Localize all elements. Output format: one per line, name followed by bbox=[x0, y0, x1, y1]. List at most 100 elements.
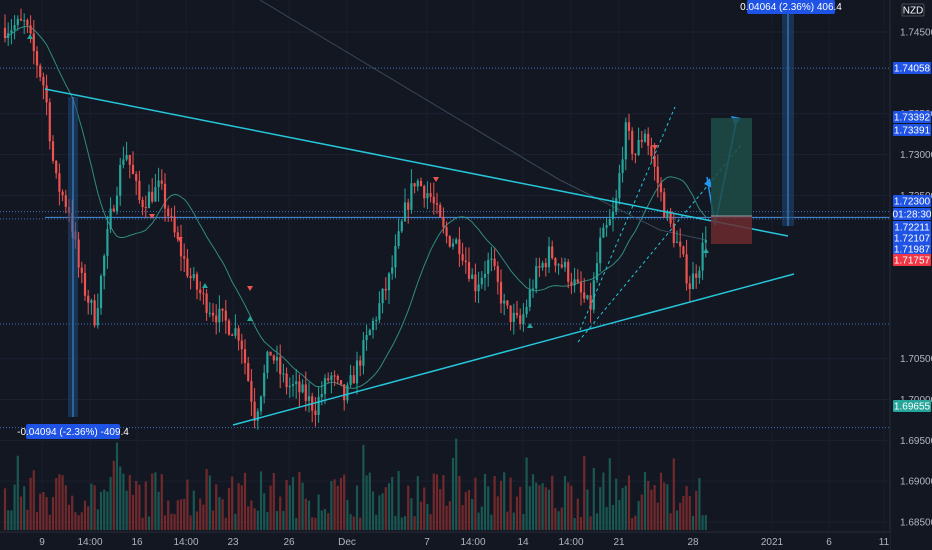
time-axis[interactable]: 9 14:00 16 14:00 23 26 Dec 7 14:00 14 14:00 21 28 202… bbox=[39, 537, 889, 548]
candle-body bbox=[269, 351, 272, 356]
volume-bar bbox=[323, 509, 327, 530]
candle-body bbox=[3, 27, 7, 39]
price-badge-box bbox=[893, 111, 931, 123]
candle-body bbox=[346, 384, 349, 401]
candle-body bbox=[282, 373, 285, 375]
volume-bar bbox=[515, 496, 519, 530]
volume-bar bbox=[346, 500, 349, 530]
volume-bar bbox=[451, 457, 455, 530]
volume-bar bbox=[474, 477, 477, 530]
candle-body bbox=[544, 263, 547, 268]
volume-bar bbox=[67, 504, 71, 530]
volume-bar bbox=[435, 474, 439, 530]
candle-body bbox=[666, 211, 669, 218]
candle-body bbox=[445, 227, 448, 237]
candle-body bbox=[147, 191, 151, 208]
candle-body bbox=[23, 20, 26, 22]
candle-body bbox=[355, 360, 359, 384]
volume-bar bbox=[269, 485, 272, 530]
volume-bar bbox=[691, 515, 695, 530]
volume-bar bbox=[400, 517, 403, 530]
candle-body bbox=[554, 258, 557, 266]
volume-bar bbox=[631, 517, 634, 530]
candle-body bbox=[64, 195, 67, 207]
candle-body bbox=[423, 185, 426, 199]
volume-bar bbox=[416, 476, 419, 530]
dashed-channel-line bbox=[579, 106, 676, 331]
candle-body bbox=[291, 384, 295, 386]
volume-bar bbox=[157, 491, 160, 530]
candle-body bbox=[109, 208, 112, 229]
candle-body bbox=[167, 208, 170, 217]
candle-body bbox=[474, 274, 477, 292]
volume-bar bbox=[186, 479, 189, 530]
price-badge-box bbox=[893, 124, 931, 136]
candle-body bbox=[567, 261, 570, 282]
candle-body bbox=[163, 183, 167, 209]
candle-body bbox=[560, 264, 563, 268]
volume-bar bbox=[544, 487, 547, 530]
position-stop-zone bbox=[711, 216, 752, 244]
price-badge-label: 1.71757 bbox=[894, 256, 931, 267]
candle-body bbox=[19, 18, 23, 21]
volume-bar bbox=[23, 486, 26, 530]
candle-body bbox=[650, 145, 653, 157]
candle-body bbox=[387, 273, 391, 291]
volume-bar bbox=[35, 511, 39, 530]
volume-bar bbox=[487, 486, 490, 530]
volume-bar bbox=[307, 500, 311, 530]
volume-bar bbox=[272, 472, 275, 530]
candle-body bbox=[615, 198, 618, 212]
candle-body bbox=[477, 284, 480, 292]
measure-tools[interactable]: -0.04094 (-2.36%) -409.4 0.04064 (2.36%) … bbox=[17, 0, 842, 439]
candle-body bbox=[288, 385, 291, 388]
candle-body bbox=[547, 246, 551, 268]
volume-bar bbox=[624, 485, 627, 530]
volume-bar bbox=[176, 500, 179, 530]
candle-body bbox=[663, 192, 666, 218]
volume-bar bbox=[698, 477, 701, 530]
volume-bar bbox=[455, 438, 458, 530]
volume-bar bbox=[298, 471, 301, 530]
candle-body bbox=[528, 289, 531, 307]
volume-bar bbox=[458, 475, 461, 530]
volume-bars bbox=[3, 438, 707, 530]
candle-body bbox=[653, 156, 656, 167]
candle-body bbox=[576, 279, 579, 283]
price-badge-label: 1.72107 bbox=[894, 234, 931, 245]
candle-body bbox=[656, 166, 659, 184]
volume-bar bbox=[576, 498, 579, 530]
candle-body bbox=[499, 281, 503, 304]
x-tick-label: Dec bbox=[338, 537, 356, 548]
time-axis-background bbox=[0, 532, 890, 550]
candle-body bbox=[349, 375, 352, 385]
x-tick-label: 14 bbox=[517, 537, 529, 548]
volume-bar bbox=[221, 499, 224, 530]
volume-bar bbox=[224, 517, 227, 530]
candle-body bbox=[93, 300, 96, 326]
signal-marker-down bbox=[433, 177, 439, 182]
x-tick-label: 7 bbox=[424, 537, 430, 548]
candle-body bbox=[151, 191, 154, 202]
candle-body bbox=[199, 289, 202, 294]
long-position-tool[interactable] bbox=[711, 118, 752, 244]
x-tick-label: 21 bbox=[613, 537, 625, 548]
volume-bar bbox=[375, 514, 378, 530]
y-tick-label: 1.69000 bbox=[900, 477, 932, 488]
volume-bar bbox=[39, 493, 42, 530]
candle-body bbox=[570, 281, 573, 286]
volume-bar bbox=[314, 517, 317, 530]
volume-bar bbox=[496, 496, 499, 530]
candle-body bbox=[253, 401, 256, 421]
candle-body bbox=[170, 216, 173, 218]
volume-bar bbox=[112, 460, 115, 530]
candle-body bbox=[695, 273, 698, 278]
x-tick-label: 14:00 bbox=[558, 537, 583, 548]
volume-bar bbox=[247, 506, 250, 530]
volume-bar bbox=[509, 477, 512, 530]
candle-body bbox=[266, 351, 269, 373]
volume-bar bbox=[493, 476, 496, 530]
volume-bar bbox=[115, 442, 119, 530]
